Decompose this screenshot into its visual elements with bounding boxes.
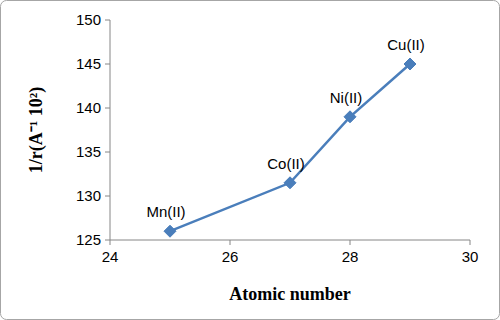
data-point <box>284 177 296 189</box>
y-tick-label: 145 <box>76 55 101 72</box>
point-annotation: Mn(II) <box>146 203 185 220</box>
y-tick-label: 125 <box>76 231 101 248</box>
y-axis-title: 1/r(A⁻¹ 10²) <box>26 87 47 173</box>
x-tick <box>350 240 351 245</box>
chart-container: 125 130 135 140 145 150 24 26 28 30 Atomic number 1… <box>0 0 500 320</box>
y-tick <box>105 64 110 65</box>
y-tick <box>105 20 110 21</box>
y-axis-line <box>110 20 111 240</box>
y-tick-label: 130 <box>76 187 101 204</box>
x-axis-title: Atomic number <box>229 284 350 304</box>
data-point <box>404 58 416 70</box>
x-tick-label: 26 <box>222 248 239 265</box>
data-point <box>164 225 176 237</box>
series-line <box>170 64 410 231</box>
point-annotation: Cu(II) <box>387 36 425 53</box>
x-axis-line <box>110 240 470 241</box>
chart-border <box>1 1 500 320</box>
y-tick <box>105 152 110 153</box>
plot-marks <box>164 58 416 237</box>
point-annotation: Co(II) <box>267 155 305 172</box>
x-tick-label: 24 <box>102 248 119 265</box>
y-tick-label: 135 <box>76 143 101 160</box>
y-tick-label: 150 <box>76 11 101 28</box>
data-point <box>344 111 356 123</box>
x-tick <box>470 240 471 245</box>
x-tick <box>230 240 231 245</box>
x-tick-label: 28 <box>342 248 359 265</box>
y-tick <box>105 196 110 197</box>
chart: 125 130 135 140 145 150 24 26 28 30 Atomic number 1… <box>0 0 500 320</box>
y-tick-label: 140 <box>76 99 101 116</box>
x-tick <box>110 240 111 245</box>
y-tick <box>105 108 110 109</box>
x-tick-label: 30 <box>462 248 479 265</box>
point-annotation: Ni(II) <box>330 89 363 106</box>
y-tick <box>105 240 110 241</box>
